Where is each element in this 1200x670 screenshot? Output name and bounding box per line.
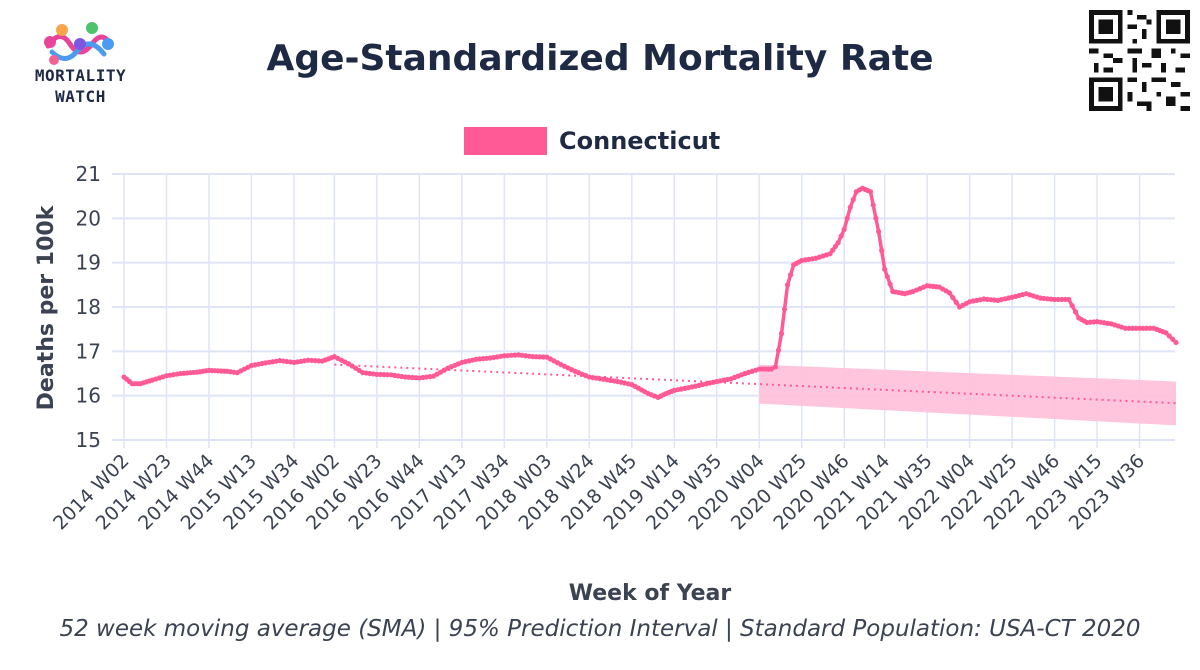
data-point [882,266,888,272]
data-point [775,347,782,353]
data-point [778,331,785,337]
y-tick-label: 21 [76,162,101,186]
baseline-line [334,363,1177,405]
data-point [884,274,890,280]
data-point [838,233,844,239]
data-point [768,366,774,372]
prediction-interval-band [759,364,1176,426]
series-line-connecticut [122,186,1178,400]
data-point [832,243,839,250]
data-point [841,226,847,233]
data-point [827,251,833,257]
data-point [1069,303,1075,309]
qr-code-icon [1089,10,1190,111]
data-point [1163,330,1169,336]
y-tick-label: 19 [76,251,101,275]
logo-line-2: WATCH [55,87,106,106]
y-axis-label: Deaths per 100k [34,204,59,410]
data-point [1072,309,1079,315]
data-point [950,294,956,301]
y-tick-label: 16 [76,384,101,408]
data-point [1066,296,1072,303]
data-point [953,299,959,305]
data-point [1173,339,1179,346]
y-tick-label: 20 [76,206,101,230]
data-point [876,229,882,235]
chart-footer-note: 52 week moving average (SMA) | 95% Predi… [59,616,1141,642]
data-point [887,281,893,287]
data-point [850,196,856,203]
data-point [781,306,788,312]
data-point [847,204,853,210]
data-point [772,364,779,370]
logo-line-1: MORTALITY [34,66,127,85]
y-tick-label: 18 [76,295,101,319]
legend-swatch [464,127,547,155]
data-point [784,282,791,288]
chart-title: Age-Standardized Mortality Rate [266,38,934,79]
data-point [844,215,850,221]
data-point [830,247,836,253]
data-point [835,240,841,246]
data-point [870,202,876,208]
y-tick-label: 17 [76,339,101,363]
data-point [867,189,874,195]
data-point [1166,333,1172,339]
data-point [788,272,794,278]
mortality-watch-logo: MORTALITY WATCH [18,18,143,113]
data-point [946,290,953,296]
y-tick-label: 15 [76,428,101,452]
x-axis-label: Week of Year [569,581,732,606]
logo-mark-icon [44,22,114,65]
data-point [873,215,879,221]
legend[interactable]: Connecticut [464,124,720,158]
legend-label: Connecticut [559,127,721,155]
data-point [879,247,885,254]
data-point [1170,336,1176,342]
